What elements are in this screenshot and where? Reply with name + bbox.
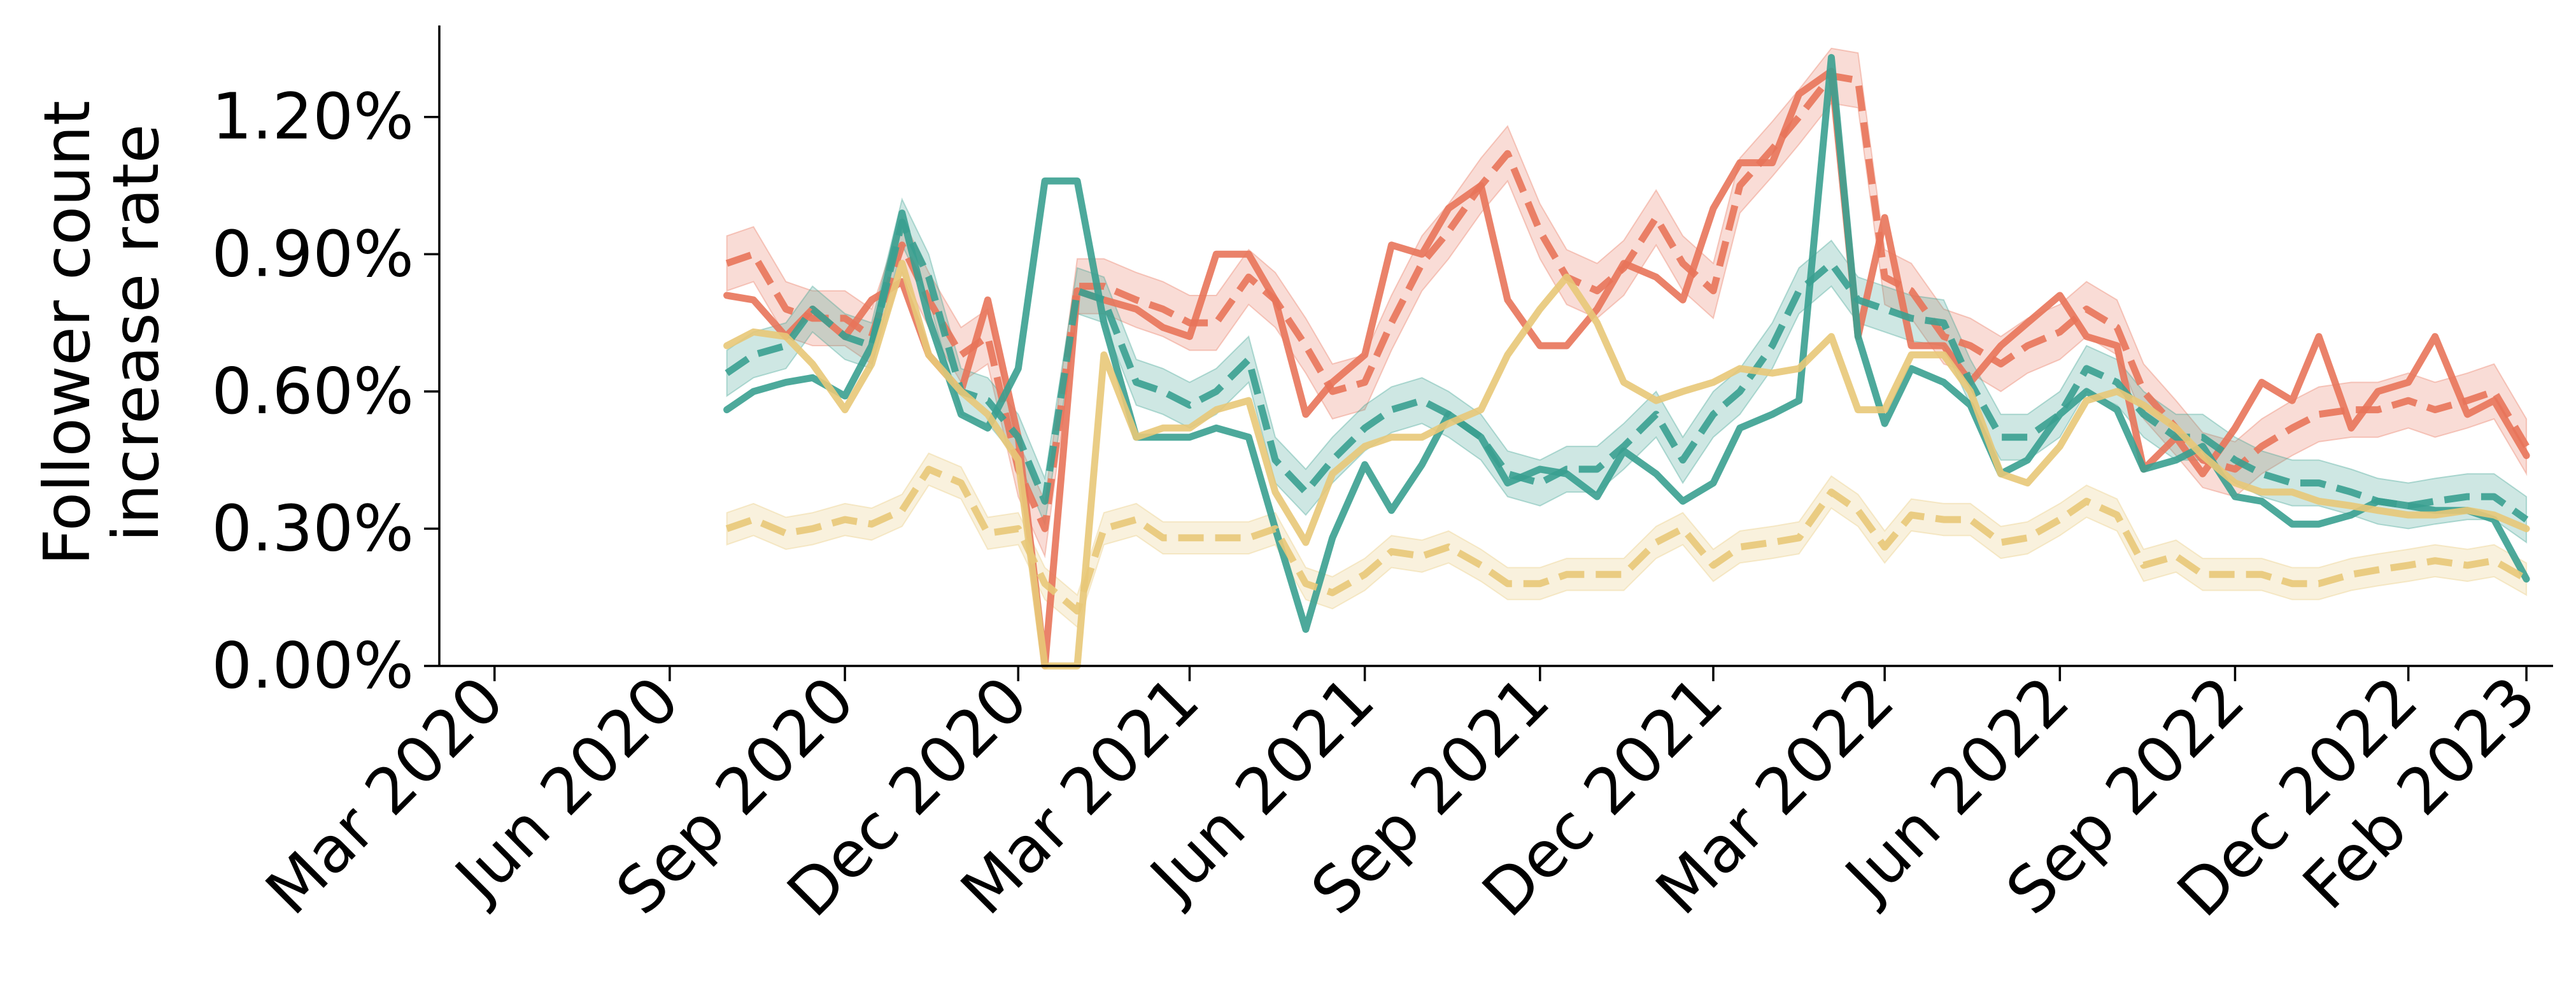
confidence-band <box>726 47 2528 559</box>
y-tick-label: 0.60% <box>211 354 414 428</box>
y-tick-label: 0.00% <box>211 628 414 703</box>
y-tick-label: 1.20% <box>211 80 414 154</box>
series-lines <box>723 53 2530 670</box>
y-axis-ticks: 0.00% 0.30% 0.60% 0.90% 1.20% <box>211 80 439 703</box>
y-tick-label: 0.90% <box>211 216 414 291</box>
plot-area <box>723 47 2530 670</box>
y-axis-title: Follower countincrease rate <box>30 101 173 565</box>
series-line-5-solid <box>723 260 2530 670</box>
confidence-band <box>726 452 2528 628</box>
y-tick-label: 0.30% <box>211 491 414 565</box>
y-axis-title-line: Follower count <box>30 101 104 565</box>
series-line-3-solid <box>723 53 2530 633</box>
series-line-2-dashed <box>725 218 2529 523</box>
y-axis-title-line: increase rate <box>99 124 173 542</box>
